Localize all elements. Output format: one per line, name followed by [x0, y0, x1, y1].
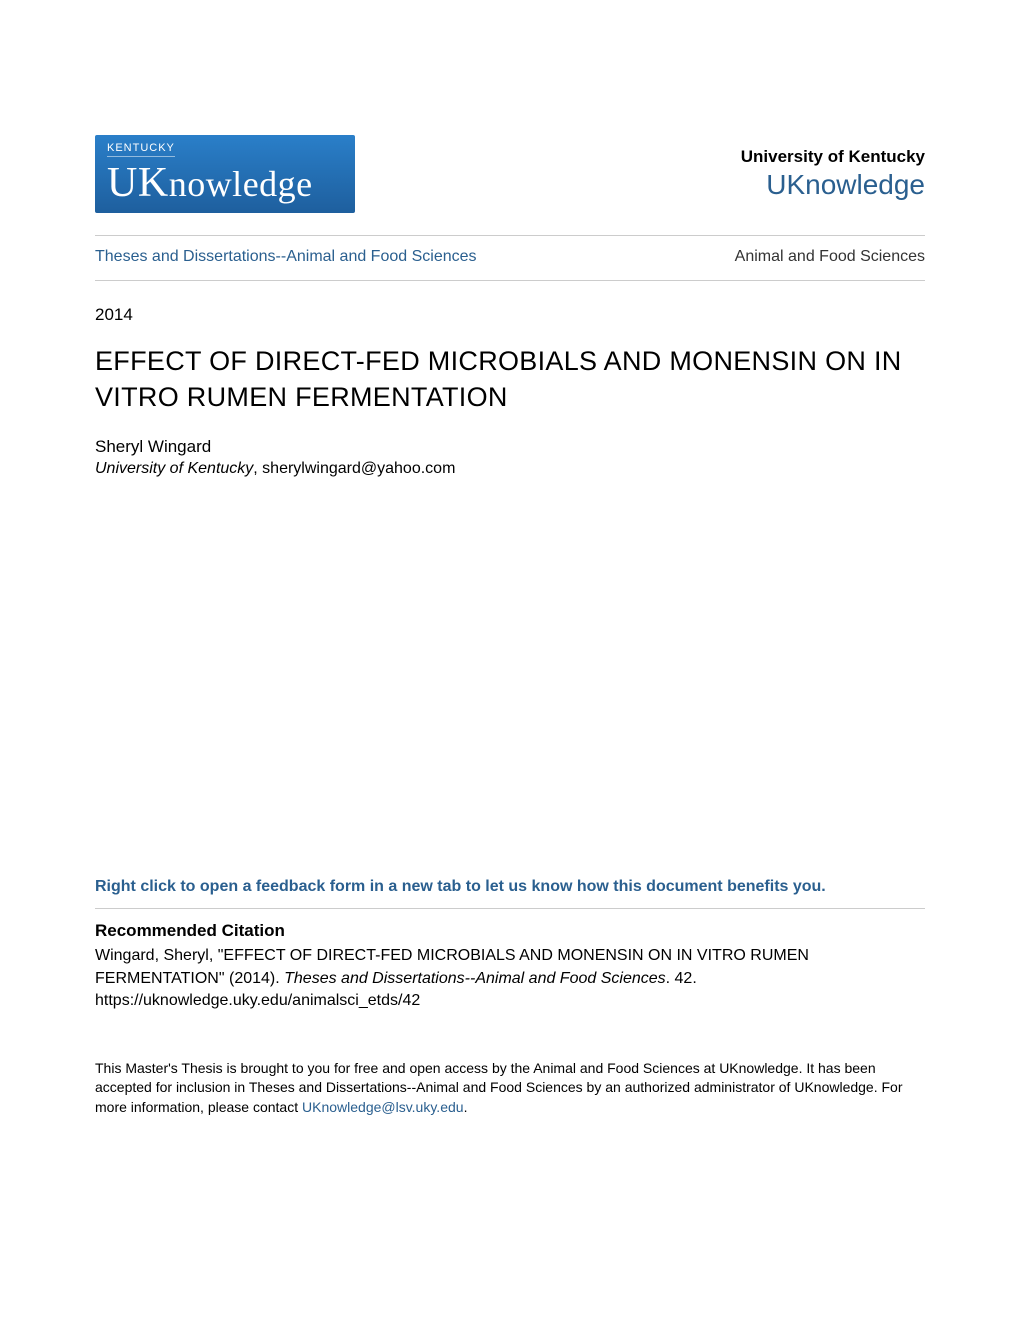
author-affiliation: University of Kentucky, sherylwingard@ya… [95, 460, 925, 478]
citation-number: . 42. [666, 970, 697, 987]
breadcrumb-row: Theses and Dissertations--Animal and Foo… [95, 236, 925, 280]
footer-note: This Master's Thesis is brought to you f… [95, 1059, 925, 1118]
uknowledge-logo[interactable]: KENTUCKY UKnowledge [95, 135, 355, 213]
logo-kentucky-label: KENTUCKY [107, 142, 175, 157]
header-right: University of Kentucky UKnowledge [741, 147, 925, 201]
footer-text-after: . [464, 1099, 468, 1115]
citation-heading: Recommended Citation [95, 921, 925, 941]
author-affiliation-text: University of Kentucky [95, 460, 253, 477]
breadcrumb-collection-link[interactable]: Theses and Dissertations--Animal and Foo… [95, 246, 477, 268]
footer-contact-link[interactable]: UKnowledge@lsv.uky.edu [302, 1099, 464, 1115]
citation-author: Wingard, Sheryl [95, 947, 209, 964]
footer-text-before: This Master's Thesis is brought to you f… [95, 1060, 903, 1115]
logo-main-text: UKnowledge [107, 159, 343, 207]
citation-series: Theses and Dissertations--Animal and Foo… [284, 970, 666, 987]
header-row: KENTUCKY UKnowledge University of Kentuc… [95, 135, 925, 213]
author-email: sherylwingard@yahoo.com [262, 460, 455, 477]
citation-year: (2014) [229, 970, 275, 987]
divider-breadcrumb [95, 280, 925, 281]
citation-url: https://uknowledge.uky.edu/animalsci_etd… [95, 992, 420, 1009]
university-name: University of Kentucky [741, 147, 925, 167]
feedback-section: Right click to open a feedback form in a… [95, 878, 925, 909]
citation-section: Recommended Citation Wingard, Sheryl, "E… [95, 909, 925, 1012]
document-title: EFFECT OF DIRECT-FED MICROBIALS AND MONE… [95, 343, 925, 416]
feedback-link[interactable]: Right click to open a feedback form in a… [95, 878, 925, 908]
repository-name-link[interactable]: UKnowledge [741, 169, 925, 201]
publication-year: 2014 [95, 305, 925, 325]
breadcrumb-department-link[interactable]: Animal and Food Sciences [735, 248, 925, 266]
citation-body: Wingard, Sheryl, "EFFECT OF DIRECT-FED M… [95, 945, 925, 1012]
author-name: Sheryl Wingard [95, 437, 925, 457]
